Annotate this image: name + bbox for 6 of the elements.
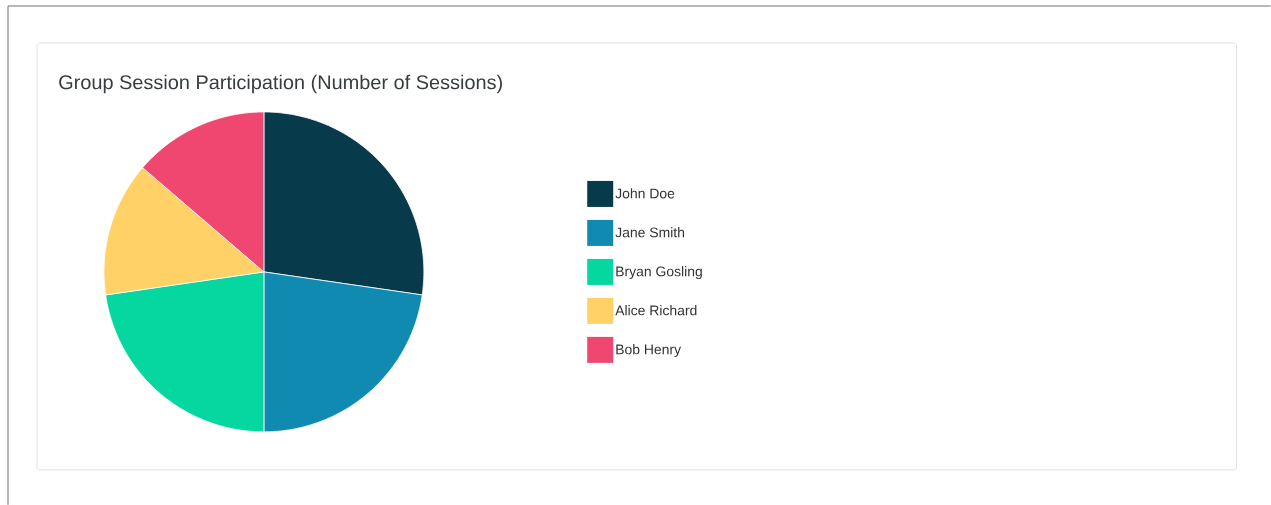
legend-label: Alice Richard <box>615 304 697 316</box>
legend-label: Bob Henry <box>616 343 682 357</box>
legend-label: Bryan Gosling <box>616 266 702 279</box>
legend-label: Jane Smith <box>615 227 685 238</box>
legend-label: John Doe <box>615 188 675 199</box>
chart-title: Group Session Participation (Number of Sessions) <box>59 74 502 94</box>
